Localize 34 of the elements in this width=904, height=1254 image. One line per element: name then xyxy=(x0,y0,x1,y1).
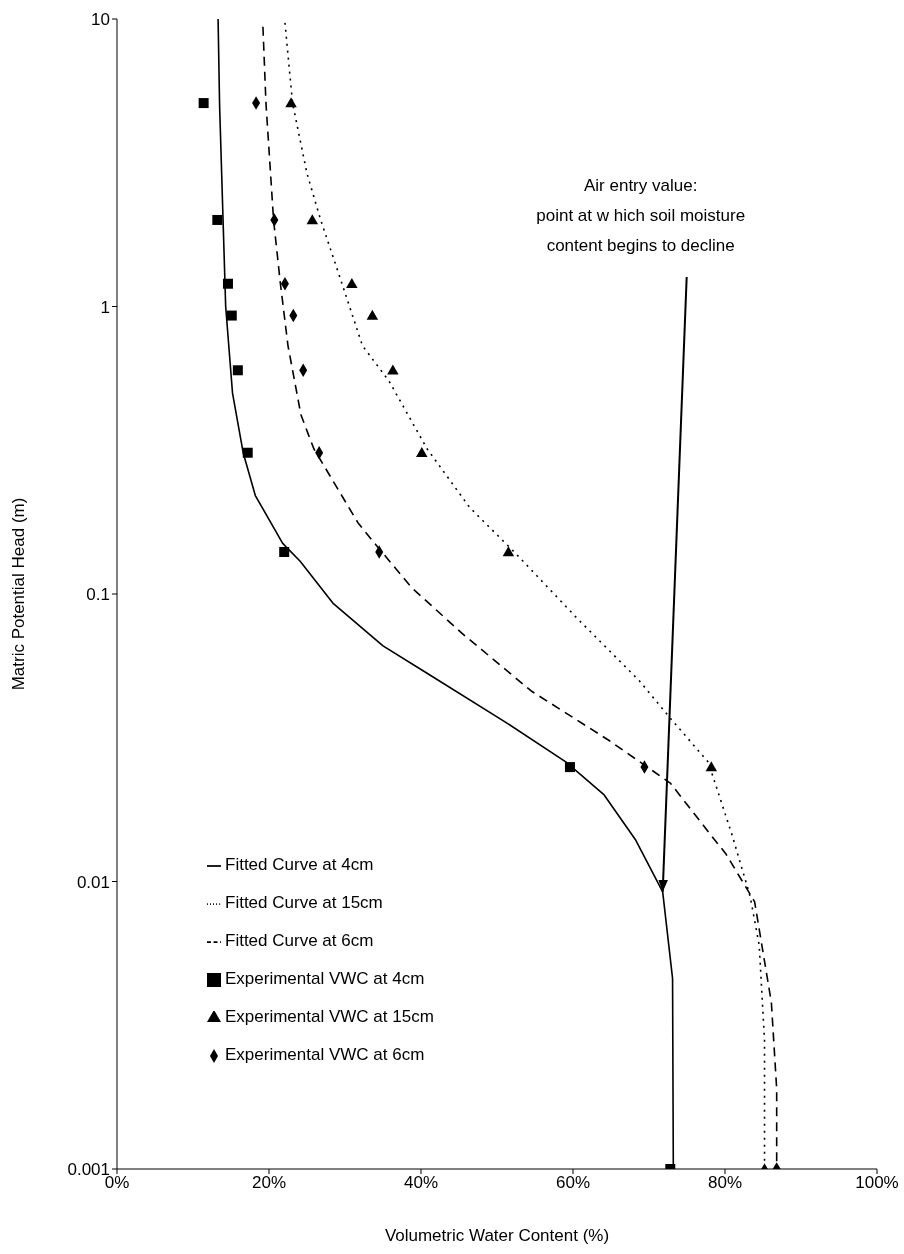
point xyxy=(226,310,237,321)
point xyxy=(502,546,515,557)
legend-label: Experimental VWC at 4cm xyxy=(225,969,425,988)
point xyxy=(306,214,319,225)
legend-label: Experimental VWC at 6cm xyxy=(225,1045,425,1064)
x-tick-label: 20% xyxy=(251,1173,287,1193)
point xyxy=(232,365,243,376)
legend-label: Fitted Curve at 15cm xyxy=(225,893,383,912)
point xyxy=(416,446,428,457)
x-tick-label: 80% xyxy=(707,1173,743,1193)
y-axis-title: Matric Potential Head (m) xyxy=(9,497,29,691)
point xyxy=(366,309,379,320)
legend-label: Fitted Curve at 6cm xyxy=(225,931,374,950)
x-tick-label: 100% xyxy=(855,1173,899,1193)
x-tick-label: 40% xyxy=(403,1173,439,1193)
y-tick-label: 0.01 xyxy=(76,872,110,892)
point xyxy=(346,277,358,288)
point xyxy=(564,762,575,773)
point xyxy=(198,98,209,109)
point xyxy=(242,447,253,458)
y-tick-label: 10 xyxy=(91,10,110,30)
point xyxy=(705,761,718,772)
point xyxy=(285,97,297,108)
x-tick-label: 60% xyxy=(555,1173,591,1193)
point xyxy=(222,278,233,289)
point xyxy=(387,364,399,375)
annotation: Air entry value: point at w hich soil moisture content begins to decline xyxy=(536,176,746,255)
y-tick-label: 0.1 xyxy=(86,585,110,605)
legend-label: Experimental VWC at 15cm xyxy=(225,1007,434,1026)
point xyxy=(279,546,290,557)
point xyxy=(212,214,223,225)
x-axis-title: Volumetric Water Content (%) xyxy=(384,1226,610,1245)
y-tick-label: 1 xyxy=(100,297,110,317)
legend-label: Fitted Curve at 4cm xyxy=(225,855,374,874)
